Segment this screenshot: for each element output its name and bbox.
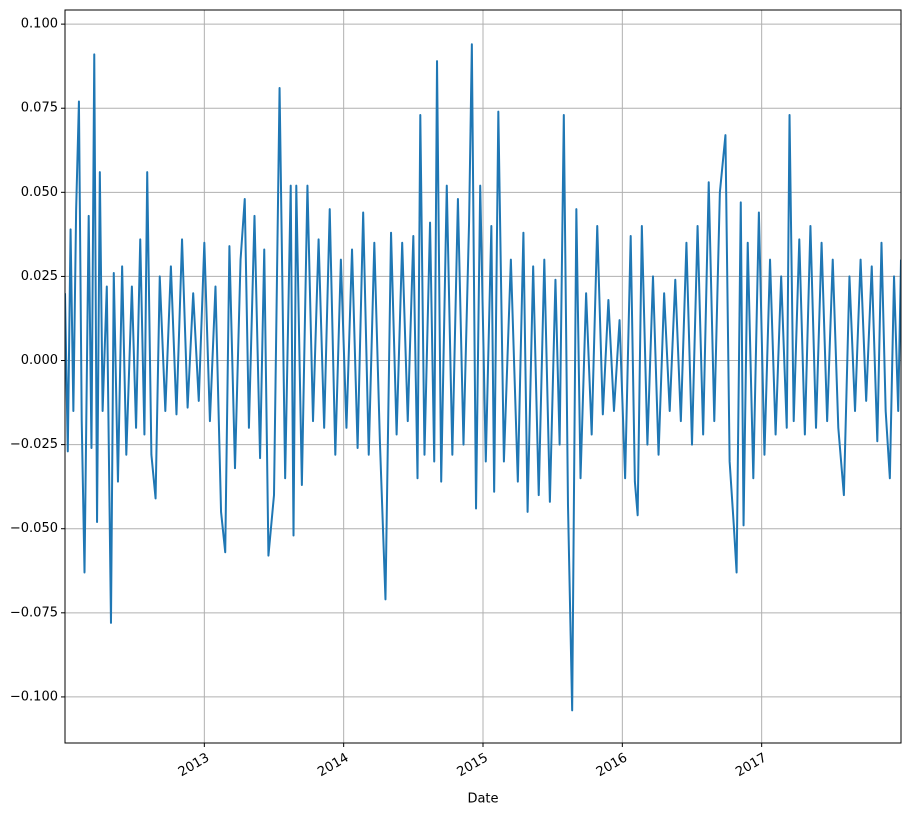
x-axis-label: Date	[467, 792, 498, 807]
plot-frame	[64, 9, 902, 744]
x-tick-label: 2015	[455, 751, 491, 781]
x-tick-label: 2016	[594, 751, 630, 781]
y-tick-label: 0.025	[21, 269, 58, 284]
x-tick-label: 2014	[315, 751, 351, 781]
y-tick-label: 0.000	[21, 353, 58, 368]
line-series	[65, 43, 901, 712]
y-tick-label: −0.025	[10, 437, 58, 452]
y-tick-label: 0.075	[21, 101, 58, 116]
x-tick-label: 2013	[176, 751, 212, 781]
y-tick-label: −0.100	[10, 689, 58, 704]
x-tick-label: 2017	[733, 751, 769, 781]
y-tick-label: −0.050	[10, 521, 58, 536]
y-tick-label: −0.075	[10, 605, 58, 620]
y-tick-label: 0.050	[21, 185, 58, 200]
y-tick-label: 0.100	[21, 17, 58, 32]
